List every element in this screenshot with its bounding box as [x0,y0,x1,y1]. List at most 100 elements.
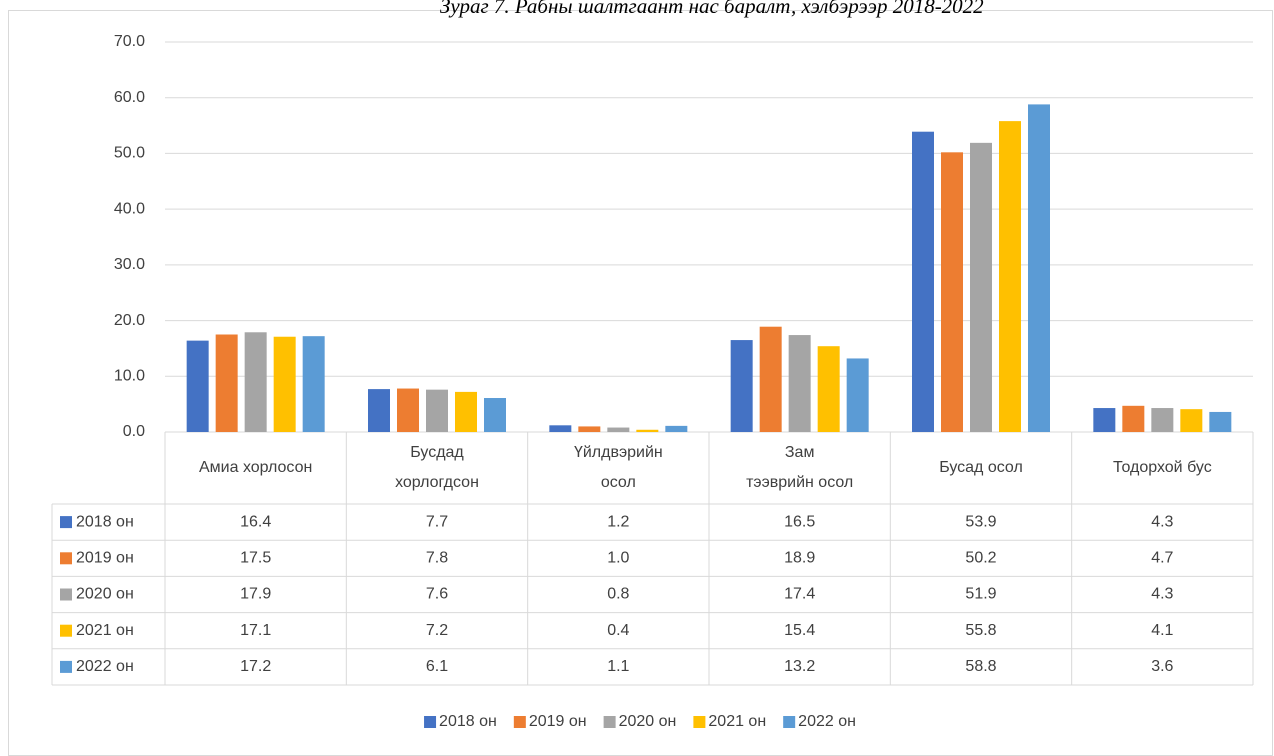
y-tick-label: 30.0 [114,256,145,273]
data-label: 1.2 [607,513,629,530]
data-label: 16.5 [784,513,815,530]
bar [1209,411,1232,432]
legend-label: 2019 он [529,713,587,730]
data-label: 50.2 [965,550,996,567]
bar [273,336,296,432]
data-label: 51.9 [965,586,996,603]
data-label: 1.1 [607,658,629,675]
data-label: 7.8 [426,550,448,567]
x-tick-label-line: осол [601,474,636,491]
data-label: 7.6 [426,586,448,603]
bar [999,121,1021,432]
data-label: 0.4 [607,622,629,639]
x-tick-label-line: Бусдад [410,444,464,461]
x-tick-label-line: Зам [785,444,815,461]
y-tick-label: 50.0 [114,145,145,162]
data-label: 15.4 [784,622,815,639]
data-label: 58.8 [965,658,996,675]
data-label: 18.9 [784,550,815,567]
data-label: 4.7 [1151,550,1173,567]
legend-swatch [60,552,72,565]
data-label: 53.9 [965,513,996,530]
legend-swatch [693,716,706,728]
bar [578,426,601,432]
data-label: 7.2 [426,622,448,639]
legend-swatch [60,624,72,637]
x-tick-label-line: тээврийн осол [746,474,853,491]
legend-label: 2020 он [76,586,134,603]
x-tick-label: Зам тээврийн осол [746,444,853,491]
bar [817,346,840,432]
bar [1093,408,1116,432]
bar [302,336,325,432]
legend-swatch [60,588,72,601]
data-label: 6.1 [426,658,448,675]
bar [1028,104,1050,433]
bar [970,142,992,433]
y-tick-label: 10.0 [114,368,145,385]
bar [455,391,477,432]
legend-label: 2018 он [76,513,134,530]
chart-title: Зураг 7. Рабны шалтгаант нас баралт, хэл… [440,0,984,18]
bar [636,429,659,432]
data-label: 0.8 [607,586,629,603]
legend-label: 2019 он [76,550,134,567]
x-tick-label: Бусдад хорлогдсон [395,444,479,491]
legend-label: 2021 он [76,622,134,639]
bar [788,335,811,432]
x-tick-label: Бусад осол [939,459,1023,476]
y-tick-label: 0.0 [123,423,145,440]
bar [484,398,506,432]
data-label: 1.0 [607,550,629,567]
bar [846,358,869,432]
legend-label: 2021 он [708,713,766,730]
data-label: 4.3 [1151,586,1173,603]
legend-label: 2022 он [798,713,856,730]
bar [1151,408,1174,432]
data-label: 7.7 [426,513,448,530]
x-tick-label-line: Үйлдвэрийн [574,444,663,461]
legend-swatch [60,660,72,673]
y-tick-label: 20.0 [114,312,145,329]
legend-swatch [783,716,796,728]
bar [1180,409,1203,432]
data-label: 16.4 [240,513,271,530]
data-label: 17.5 [240,550,271,567]
bar [426,389,448,432]
bar [1122,405,1145,432]
legend-swatch [513,716,526,728]
x-tick-label: Тодорхой бус [1113,459,1212,476]
data-label: 4.1 [1151,622,1173,639]
bar [730,340,753,432]
legend-swatch [60,516,72,529]
x-tick-label: Амиа хорлосон [199,459,312,476]
legend-swatch [603,716,616,728]
legend-label: 2020 он [619,713,677,730]
x-tick-label-line: хорлогдсон [395,474,479,491]
y-tick-label: 40.0 [114,200,145,217]
bar [549,425,572,432]
bar [397,388,419,432]
bar [912,131,934,432]
bar [186,340,209,432]
bar [941,152,963,433]
legend-label: 2018 он [439,713,497,730]
data-label: 13.2 [784,658,815,675]
data-label: 17.4 [784,586,815,603]
x-tick-label: Үйлдвэрийн осол [574,444,663,491]
legend-label: 2022 он [76,658,134,675]
bar [607,427,630,432]
legend: 2018 он 2019 он 2020 он 2021 он 2022 он [424,713,856,730]
bar [244,332,267,432]
data-label: 17.1 [240,622,271,639]
bar [368,389,390,432]
data-label: 17.9 [240,586,271,603]
data-label: 55.8 [965,622,996,639]
bar [215,334,238,432]
data-label: 4.3 [1151,513,1173,530]
bar [759,326,782,432]
bar [665,425,688,432]
y-tick-label: 70.0 [114,33,145,50]
